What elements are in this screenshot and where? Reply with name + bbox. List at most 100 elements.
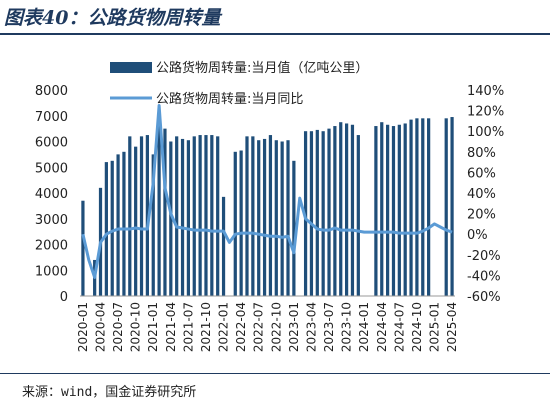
bar xyxy=(104,162,108,296)
bar xyxy=(251,136,255,296)
left-tick-label: 8000 xyxy=(35,84,68,99)
footer-divider xyxy=(0,373,550,374)
title-divider xyxy=(0,33,550,35)
right-tick-label: -20% xyxy=(467,249,501,264)
bar xyxy=(409,119,413,296)
bar xyxy=(139,136,144,296)
left-tick-label: 3000 xyxy=(35,213,68,228)
bar xyxy=(450,117,454,296)
x-tick-label: 2022-04 xyxy=(234,302,248,352)
bar xyxy=(245,136,249,296)
bar xyxy=(391,126,396,296)
right-tick-label: 60% xyxy=(467,166,496,181)
bar xyxy=(186,140,191,296)
x-tick-label: 2020-04 xyxy=(94,302,108,352)
x-tick-label: 2024-10 xyxy=(410,302,424,352)
bar xyxy=(128,136,132,296)
bar xyxy=(374,126,378,296)
right-tick-label: 100% xyxy=(467,125,504,140)
yoy-line xyxy=(81,103,453,279)
legend: 公路货物周转量:当月值（亿吨公里） 公路货物周转量:当月同比 xyxy=(110,60,368,107)
bar xyxy=(116,154,120,297)
x-tick-label: 2022-07 xyxy=(252,302,266,352)
left-tick-label: 4000 xyxy=(35,187,68,202)
right-tick-label: -60% xyxy=(467,290,501,305)
left-tick-label: 2000 xyxy=(35,239,68,254)
bar xyxy=(339,122,343,296)
right-tick-label: -40% xyxy=(467,269,501,284)
bar xyxy=(198,135,202,296)
bar xyxy=(280,141,284,296)
bar xyxy=(134,146,138,296)
legend-swatch-bar xyxy=(110,62,152,73)
bar xyxy=(204,135,208,296)
bar xyxy=(403,123,407,296)
right-tick-label: 0% xyxy=(467,228,488,243)
right-tick-label: 120% xyxy=(467,105,504,120)
bar xyxy=(380,122,384,296)
x-tick-label: 2023-10 xyxy=(340,302,354,352)
right-axis: -60% -40% -20% 0% 20% 40% 60% 80% 100% 120% 140% xyxy=(467,84,504,305)
bar xyxy=(350,124,355,296)
bar xyxy=(327,128,331,297)
bar xyxy=(268,135,273,296)
bar xyxy=(239,150,243,296)
right-tick-label: 140% xyxy=(467,84,504,99)
x-tick-label: 2024-01 xyxy=(357,302,371,352)
x-tick-label: 2023-04 xyxy=(304,302,318,352)
bar xyxy=(321,131,325,296)
bar xyxy=(192,136,196,296)
x-tick-label: 2020-01 xyxy=(76,302,90,352)
bar xyxy=(81,200,85,296)
bar xyxy=(386,124,390,296)
bar xyxy=(309,131,314,296)
bar xyxy=(286,140,290,296)
right-tick-label: 20% xyxy=(467,208,496,223)
bar xyxy=(444,118,448,296)
bar xyxy=(315,129,319,296)
x-tick-label: 2024-07 xyxy=(392,302,406,352)
chart-svg: 公路货物周转量:当月值（亿吨公里） 公路货物周转量:当月同比 0 1000 2000… xyxy=(35,60,504,352)
left-tick-label: 5000 xyxy=(35,161,68,176)
bar xyxy=(169,141,173,296)
bar xyxy=(151,154,155,297)
x-tick-label: 2021-01 xyxy=(146,302,160,352)
bar xyxy=(221,196,226,296)
bar xyxy=(122,151,126,296)
chart-title: 图表40：公路货物周转量 xyxy=(4,7,221,29)
legend-label-line: 公路货物周转量:当月同比 xyxy=(156,91,303,107)
bar xyxy=(274,140,278,296)
x-tick-label: 2023-01 xyxy=(287,302,301,352)
x-tick-label: 2020-10 xyxy=(129,302,143,352)
bar xyxy=(163,128,167,297)
bar xyxy=(216,136,220,296)
left-tick-label: 6000 xyxy=(35,136,68,151)
bar xyxy=(157,123,161,296)
left-tick-label: 1000 xyxy=(35,264,68,279)
x-tick-label: 2022-01 xyxy=(217,302,231,352)
bar xyxy=(427,118,431,296)
x-tick-label: 2020-07 xyxy=(111,302,125,352)
x-tick-label: 2021-10 xyxy=(199,302,213,352)
right-tick-label: 80% xyxy=(467,146,496,161)
source-note: 来源：wind，国金证券研究所 xyxy=(22,385,197,400)
bar xyxy=(344,123,349,296)
bar xyxy=(110,160,114,296)
bar xyxy=(292,160,296,296)
bar xyxy=(421,118,425,296)
bar xyxy=(257,140,261,296)
bar xyxy=(397,124,401,296)
right-tick-label: 40% xyxy=(467,187,496,202)
bar xyxy=(145,135,149,296)
x-tick-label: 2021-07 xyxy=(181,302,195,352)
bar xyxy=(233,151,237,296)
bar xyxy=(210,135,214,296)
left-tick-label: 7000 xyxy=(35,110,68,125)
bar xyxy=(180,138,185,296)
bar xyxy=(356,135,360,296)
x-tick-label: 2023-07 xyxy=(322,302,336,352)
x-tick-label: 2022-10 xyxy=(269,302,283,352)
x-axis: 2020-01 2020-04 2020-07 2020-10 2021-01 2021-… xyxy=(76,295,459,352)
x-tick-label: 2021-04 xyxy=(164,302,178,352)
bar xyxy=(175,136,179,296)
